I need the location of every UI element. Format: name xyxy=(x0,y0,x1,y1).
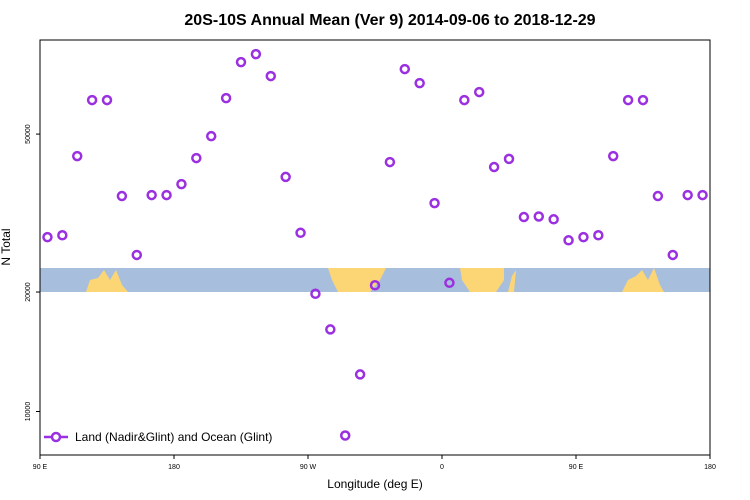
y-axis-label: N Total xyxy=(0,228,13,265)
x-tick-label: 0 xyxy=(440,464,444,471)
point xyxy=(414,77,425,89)
point xyxy=(71,150,83,162)
point xyxy=(399,63,411,75)
point xyxy=(563,235,574,246)
x-axis-label: Longitude (deg E) xyxy=(327,477,422,491)
point xyxy=(384,156,396,168)
x-tick-label: 90 W xyxy=(300,464,317,471)
point xyxy=(295,227,306,239)
y-tick-label: 10000 xyxy=(25,402,32,422)
point xyxy=(503,153,515,165)
point xyxy=(444,277,455,289)
point xyxy=(578,231,589,243)
point xyxy=(176,178,187,190)
x-tick-label: 90 E xyxy=(33,464,48,471)
point xyxy=(682,189,693,201)
plot-frame xyxy=(39,39,711,456)
x-tick-label: 180 xyxy=(704,464,716,471)
point xyxy=(42,231,53,243)
point xyxy=(488,161,500,173)
y-tick-label: 20000 xyxy=(25,282,32,302)
chart-title: 20S-10S Annual Mean (Ver 9) 2014-09-06 t… xyxy=(184,12,595,29)
point xyxy=(161,189,172,201)
point xyxy=(652,190,664,202)
point xyxy=(637,94,649,106)
point xyxy=(131,249,143,261)
point xyxy=(369,280,381,291)
point xyxy=(697,189,708,201)
point xyxy=(101,94,113,106)
point xyxy=(116,190,128,202)
point xyxy=(205,130,217,142)
point xyxy=(86,94,98,106)
point xyxy=(235,56,247,68)
point xyxy=(250,48,262,60)
point xyxy=(533,211,545,222)
point xyxy=(146,189,157,201)
point xyxy=(459,94,470,106)
point xyxy=(280,171,291,183)
point xyxy=(518,211,530,223)
legend-marker xyxy=(50,431,62,443)
point xyxy=(429,197,440,209)
point xyxy=(548,214,559,225)
point xyxy=(607,150,619,162)
y-tick-label: 50000 xyxy=(25,124,32,144)
point xyxy=(325,324,336,335)
point xyxy=(667,249,679,261)
point xyxy=(220,92,232,104)
point xyxy=(191,152,202,164)
point xyxy=(310,288,321,300)
point xyxy=(354,369,366,380)
x-tick-label: 180 xyxy=(168,464,180,471)
point xyxy=(57,230,68,241)
point xyxy=(265,70,277,82)
map-strip xyxy=(40,268,710,292)
point xyxy=(473,86,485,98)
x-tick-label: 90 E xyxy=(569,464,584,471)
point xyxy=(339,430,351,441)
point xyxy=(593,230,604,241)
point xyxy=(622,94,634,106)
legend-label: Land (Nadir&Glint) and Ocean (Glint) xyxy=(75,430,272,444)
